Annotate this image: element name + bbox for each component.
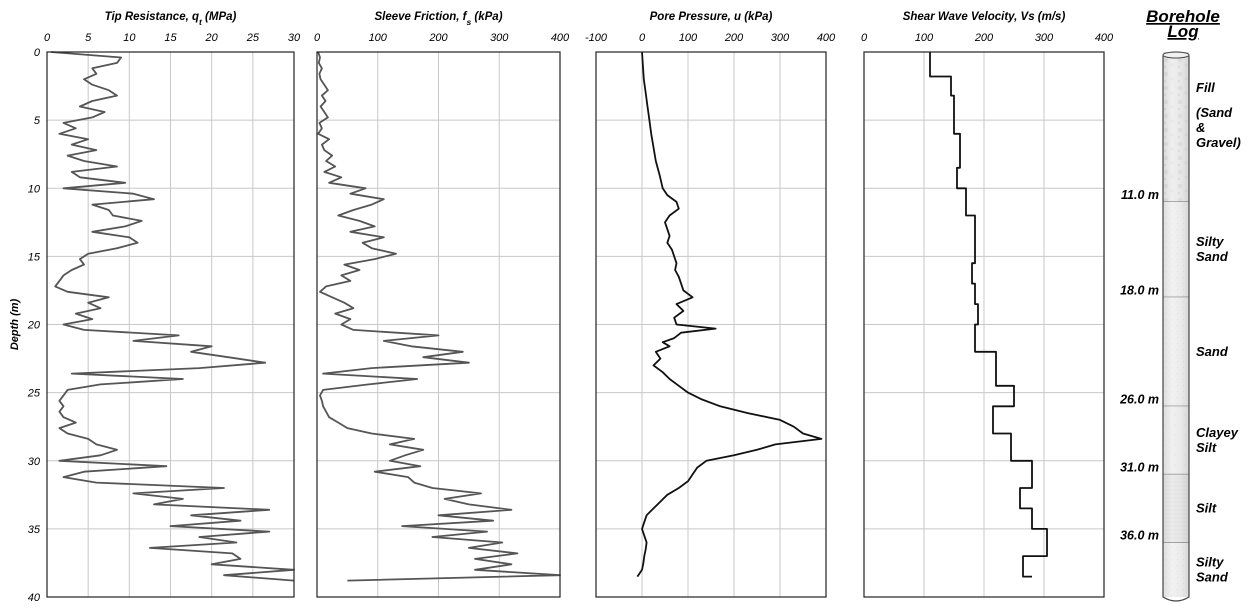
borehole-depth-label: 18.0 m [1120,283,1159,297]
panel-frame-3 [595,51,827,598]
x-tick-label: -100 [585,32,608,44]
y-tick-label: 35 [28,524,41,536]
panel-title-main: Pore Pressure, u (kPa) [650,11,773,23]
panel-title-main: Shear Wave Velocity, Vs (m/s) [903,11,1066,23]
y-tick-label: 40 [28,592,41,604]
panel-title-unit: (kPa) [471,11,502,23]
y-tick-label: 0 [34,47,41,59]
frame-layer [46,51,1105,598]
borehole-layer-shade [1163,542,1189,597]
borehole-layer-name: Silty [1196,554,1224,569]
x-tick-label: 5 [85,32,92,44]
panel-title-4: Shear Wave Velocity, Vs (m/s) [903,11,1066,23]
borehole-layer-name: Clayey [1196,425,1239,440]
x-tick-label: 15 [164,32,177,44]
panel-frame-4 [863,51,1105,598]
x-tick-label: 200 [974,32,994,44]
series-layer [51,51,1048,582]
borehole-layer-name: & [1196,120,1205,135]
borehole-layer-name: Silt [1196,440,1217,455]
y-tick-label: 5 [34,115,41,127]
x-tick-label: 400 [817,32,836,44]
borehole-depth-label: 36.0 m [1120,529,1159,543]
x-tick-label: 0 [314,32,321,44]
panel-title-3: Pore Pressure, u (kPa) [650,11,773,23]
borehole-layer-shade [1163,201,1189,298]
borehole-layer-shade [1163,406,1189,475]
x-tick-label: 300 [490,32,509,44]
x-tick-label: 400 [1095,32,1114,44]
borehole-layer-name: Silty [1196,234,1224,249]
series-line-panel-1 [51,51,295,582]
y-tick-label: 15 [28,251,41,263]
label-layer: 0 5 10 15 20 25 30 35 40 Depth (m) 0 5 10 15 20 25 30 Tip… [9,11,1114,604]
panel-frame-2 [316,51,561,598]
borehole-layer-shade [1163,474,1189,543]
x-tick-label: 0 [861,32,868,44]
panel-title-2: Sleeve Friction, fs (kPa) [374,11,502,27]
series-line-panel-4 [929,52,1048,578]
y-tick-label: 25 [27,388,41,400]
borehole-layer-name: Sand [1196,249,1229,264]
x-tick-label: 25 [246,32,260,44]
borehole-layer-name: Sand [1196,344,1229,359]
y-tick-label: 10 [28,183,41,195]
borehole-layer-name: (Sand [1196,105,1233,120]
borehole-log-title: Borehole [1146,7,1220,26]
borehole-layer-name: Gravel) [1196,135,1241,150]
x-tick-label: 100 [915,32,934,44]
borehole-layer-name: Sand [1196,569,1229,584]
borehole-depth-label: 26.0 m [1119,392,1159,406]
panel-title-main: Tip Resistance, q [105,11,199,23]
borehole-layer-name: Silt [1196,500,1217,515]
borehole-tube-top [1162,51,1190,59]
x-tick-label: 0 [639,32,646,44]
borehole-layer-shade [1163,52,1189,202]
y-axis-label: Depth (m) [9,299,21,351]
x-tick-label: 100 [679,32,698,44]
borehole-depth-label: 11.0 m [1121,188,1159,202]
x-tick-label: 200 [724,32,744,44]
x-tick-label: 0 [44,32,51,44]
grid-layer [47,52,1104,597]
panel-title-1: Tip Resistance, qt (MPa) [105,11,237,27]
series-line-panel-3 [636,51,823,578]
panel-title-subscript: t [199,17,203,27]
x-tick-label: 100 [369,32,388,44]
x-tick-label: 200 [428,32,448,44]
borehole-depth-label: 31.0 m [1120,460,1159,474]
panel-title-main: Sleeve Friction, f [374,11,467,23]
y-tick-label: 20 [27,320,41,332]
series-line-panel-2 [317,51,561,582]
panel-title-unit: (MPa) [202,11,237,23]
panel-title-subscript: s [466,17,471,27]
y-tick-label: 30 [28,456,41,468]
borehole-layer-shade [1163,297,1189,407]
x-tick-label: 300 [1035,32,1054,44]
panel-frame-1 [46,51,295,598]
x-tick-label: 400 [551,32,570,44]
x-tick-label: 30 [288,32,301,44]
borehole-layer-name: Fill [1196,80,1215,95]
x-tick-label: 20 [205,32,219,44]
x-tick-label: 300 [771,32,790,44]
x-tick-label: 10 [123,32,136,44]
borehole-log-title: Log [1167,22,1199,41]
